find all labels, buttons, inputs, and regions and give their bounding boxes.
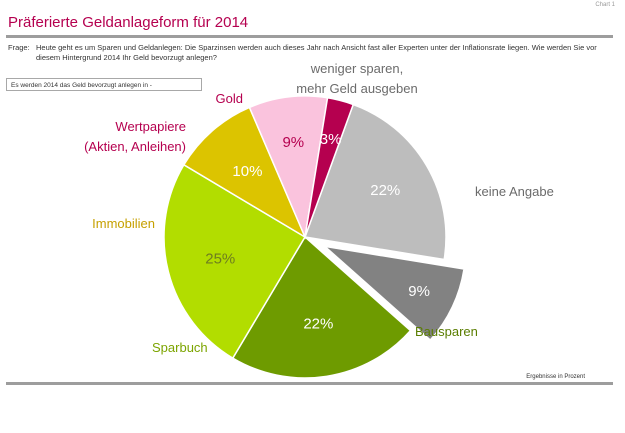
- chart-title: Präferierte Geldanlageform für 2014: [8, 14, 249, 31]
- slice-value-label: 10%: [232, 163, 262, 180]
- slice-value-label: 22%: [370, 182, 400, 199]
- slice-category-label: weniger sparen, mehr Geld ausgeben: [296, 61, 417, 96]
- slice-value-label: 9%: [282, 134, 304, 151]
- slice-category-label: Bausparen: [415, 324, 478, 339]
- pie-slice-wertpapiere-aktien-anleihen: [248, 95, 329, 240]
- slice-value-label: 9%: [408, 283, 430, 300]
- pie-slice-keine-angabe: [322, 245, 465, 342]
- slice-category-label: Sparbuch: [152, 340, 208, 355]
- slice-value-label: 22%: [303, 315, 333, 332]
- chart-number-tag: Chart 1: [595, 2, 615, 8]
- top-divider: [6, 35, 613, 38]
- pie-slice-bausparen: [231, 235, 412, 379]
- question-label: Frage:: [8, 43, 30, 52]
- slice-value-label: 25%: [205, 250, 235, 267]
- slice-value-label: 3%: [320, 131, 342, 148]
- slice-category-label: keine Angabe: [475, 184, 554, 199]
- pie-slice-sparbuch: [163, 163, 307, 360]
- slice-category-label: Gold: [216, 91, 243, 106]
- slice-category-label: Wertpapiere (Aktien, Anleihen): [84, 119, 186, 154]
- results-footnote: Ergebnisse in Prozent: [526, 374, 585, 380]
- subset-label-box: Es werden 2014 das Geld bevorzugt anlege…: [6, 78, 202, 91]
- question-text: Heute geht es um Sparen und Geldanlegen:…: [36, 43, 597, 62]
- pie-slice-gold: [304, 96, 355, 238]
- bottom-divider: [6, 382, 613, 385]
- pie-slice-weniger-sparen-mehr-geld-ausgeben: [303, 103, 447, 261]
- slice-category-label: Immobilien: [92, 216, 155, 231]
- pie-slice-immobilien: [182, 106, 307, 239]
